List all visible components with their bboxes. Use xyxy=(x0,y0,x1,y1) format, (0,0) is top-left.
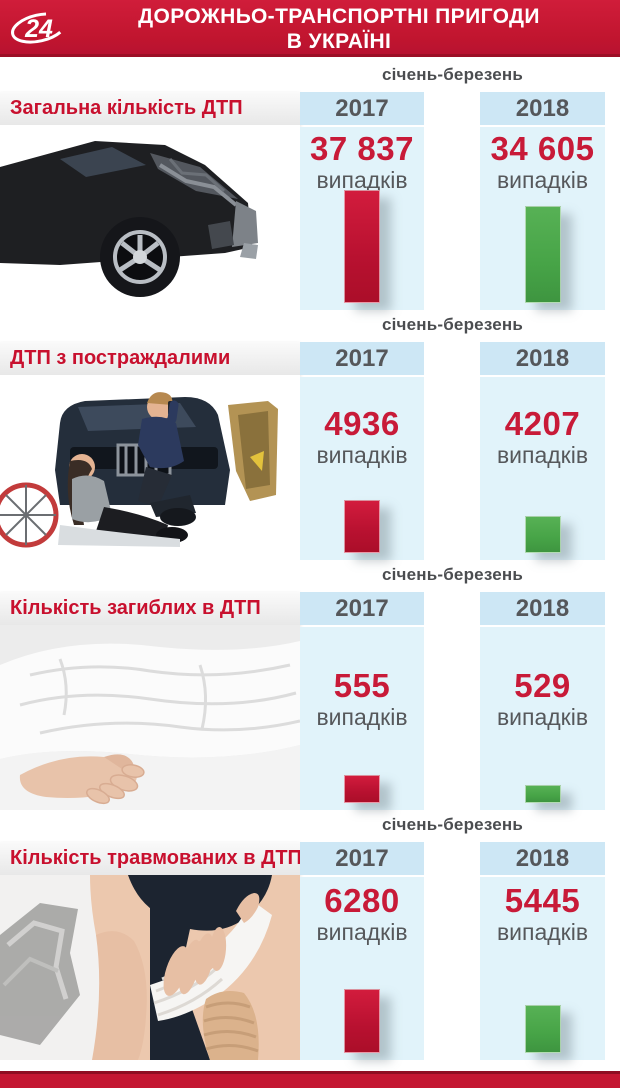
section-total-accidents: січень-березень Загальна кількість ДТП 2… xyxy=(0,60,620,310)
header-banner: 24 ДОРОЖНЬО-ТРАНСПОРТНІ ПРИГОДИ В УКРАЇН… xyxy=(0,0,620,57)
year-header-2017: 2017 xyxy=(300,842,424,875)
photo-accident-scene-with-victim xyxy=(0,375,300,560)
stat-unit: випадків xyxy=(496,167,589,193)
stat-cell-2018: 34 605 випадків xyxy=(480,127,605,310)
bar-2018 xyxy=(524,785,561,803)
svg-text:24: 24 xyxy=(24,15,53,43)
period-label: січень-березень xyxy=(381,315,524,334)
section-injured: січень-березень Кількість травмованих в … xyxy=(0,810,620,1060)
section-label: Кількість травмованих в ДТП xyxy=(0,842,302,875)
year-header-2018: 2018 xyxy=(480,842,605,875)
bar-2017 xyxy=(344,775,380,803)
bar-2017 xyxy=(344,190,380,303)
page-title: ДОРОЖНЬО-ТРАНСПОРТНІ ПРИГОДИ В УКРАЇНІ xyxy=(72,4,606,54)
section-label: ДТП з постраждалими xyxy=(0,342,300,375)
stat-value-2017: 555 xyxy=(333,667,391,704)
section-label: Загальна кількість ДТП xyxy=(0,92,300,125)
stat-cell-2017: 37 837 випадків xyxy=(300,127,424,310)
period-label: січень-березень xyxy=(381,65,524,84)
stat-cell-2017: 4936 випадків xyxy=(300,377,424,560)
stat-unit: випадків xyxy=(316,919,408,945)
period-label: січень-березень xyxy=(381,565,524,584)
bar-2017 xyxy=(344,500,380,553)
bar-2018 xyxy=(524,1005,561,1053)
channel-24-logo-icon: 24 xyxy=(8,7,70,49)
section-accidents-with-victims: січень-березень ДТП з постраждалими 2017… xyxy=(0,310,620,560)
stat-value-2017: 4936 xyxy=(324,405,400,442)
stat-value-2018: 529 xyxy=(514,667,571,704)
stat-unit: випадків xyxy=(496,442,589,468)
stat-cell-2018: 5445 випадків xyxy=(480,877,605,1060)
stat-cell-2018: 529 випадків xyxy=(480,627,605,810)
page-title-line1: ДОРОЖНЬО-ТРАНСПОРТНІ ПРИГОДИ xyxy=(138,5,540,28)
stat-unit: випадків xyxy=(316,167,408,193)
year-header-2018: 2018 xyxy=(480,342,605,375)
year-header-2018: 2018 xyxy=(480,92,605,125)
stat-cell-2018: 4207 випадків xyxy=(480,377,605,560)
photo-hand-under-sheet xyxy=(0,625,300,810)
stat-value-2017: 37 837 xyxy=(310,130,414,167)
section-fatalities: січень-березень Кількість загиблих в ДТП… xyxy=(0,560,620,810)
stat-value-2018: 4207 xyxy=(504,405,581,442)
photo-crashed-car xyxy=(0,125,300,310)
period-label: січень-березень xyxy=(381,815,524,834)
footer-red-strip xyxy=(0,1071,620,1088)
stat-cell-2017: 555 випадків xyxy=(300,627,424,810)
bar-2018 xyxy=(524,516,561,553)
stat-cell-2017: 6280 випадків xyxy=(300,877,424,1060)
page-title-line2: В УКРАЇНІ xyxy=(286,30,392,53)
year-header-2018: 2018 xyxy=(480,592,605,625)
stat-value-2018: 34 605 xyxy=(490,130,595,167)
photo-bandaged-hand xyxy=(0,875,300,1060)
stat-value-2018: 5445 xyxy=(504,882,581,919)
stat-unit: випадків xyxy=(496,919,589,945)
year-header-2017: 2017 xyxy=(300,342,424,375)
bar-2017 xyxy=(344,989,380,1053)
bar-2018 xyxy=(524,206,561,303)
stat-value-2017: 6280 xyxy=(324,882,400,919)
stat-unit: випадків xyxy=(316,704,408,730)
year-header-2017: 2017 xyxy=(300,92,424,125)
year-header-2017: 2017 xyxy=(300,592,424,625)
stat-unit: випадків xyxy=(316,442,408,468)
stat-unit: випадків xyxy=(496,704,589,730)
section-label: Кількість загиблих в ДТП xyxy=(0,592,300,625)
